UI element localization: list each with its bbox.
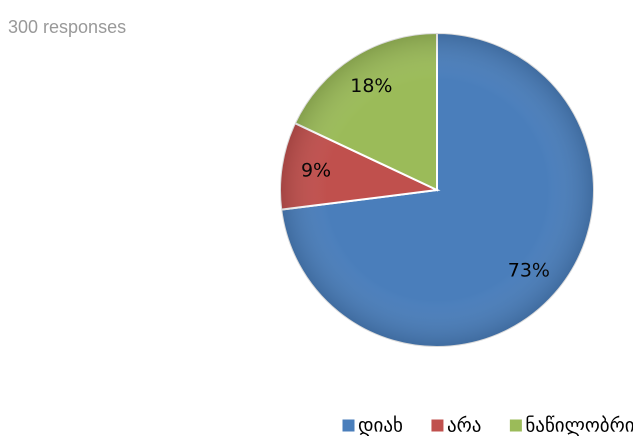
slice-label: 73% xyxy=(508,259,550,281)
legend-swatch xyxy=(341,418,356,433)
legend-label: დიახ xyxy=(358,415,403,437)
legend-label: ნაწილობრივ xyxy=(525,415,633,437)
subtitle: 300 responses xyxy=(8,17,126,37)
slice-label: 18% xyxy=(350,75,392,97)
legend-label: არა xyxy=(447,415,481,437)
legend-swatch xyxy=(508,418,523,433)
slice-label: 9% xyxy=(301,159,331,181)
legend-swatch xyxy=(430,418,445,433)
